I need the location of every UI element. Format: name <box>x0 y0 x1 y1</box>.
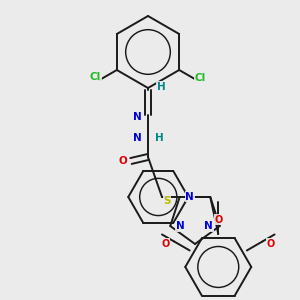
Text: Cl: Cl <box>195 73 206 83</box>
Text: N: N <box>204 221 213 231</box>
Text: N: N <box>133 133 141 143</box>
Text: O: O <box>267 239 275 249</box>
Text: O: O <box>214 214 222 225</box>
Text: H: H <box>157 82 165 92</box>
Text: H: H <box>154 133 164 143</box>
Text: S: S <box>163 196 171 206</box>
Text: N: N <box>133 112 141 122</box>
Text: O: O <box>118 156 127 166</box>
Text: Cl: Cl <box>90 72 101 82</box>
Text: N: N <box>185 192 194 202</box>
Text: O: O <box>162 239 170 249</box>
Text: N: N <box>176 221 184 231</box>
